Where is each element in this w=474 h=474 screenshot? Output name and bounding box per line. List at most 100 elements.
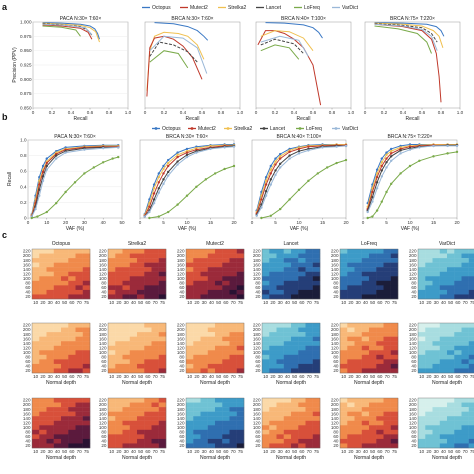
heatmap-cell	[236, 398, 245, 403]
heatmap-cell	[390, 332, 399, 337]
heatmap-cell	[207, 341, 216, 346]
heatmap-cell	[82, 407, 91, 412]
heatmap-cell	[298, 354, 306, 360]
heatmap-cell	[269, 368, 277, 374]
heatmap-y-tick-label: 60	[179, 285, 185, 290]
heatmap-cell	[262, 438, 270, 444]
x-tick-label: 0.6	[87, 110, 94, 115]
heatmap-cell	[137, 420, 145, 426]
heatmap-cell	[68, 280, 76, 286]
heatmap-cell	[283, 429, 292, 435]
heatmap-cell	[137, 249, 145, 254]
heatmap-cell	[68, 294, 76, 300]
heatmap-cell	[376, 443, 384, 449]
heatmap-cell	[200, 443, 208, 449]
heatmap-cell	[361, 438, 370, 444]
heatmap-cell	[53, 434, 62, 440]
heatmap-y-tick-label: 120	[409, 420, 417, 425]
data-point	[152, 201, 156, 205]
heatmap-cell	[222, 438, 230, 444]
heatmap-cell	[305, 345, 313, 351]
heatmap-cell	[129, 350, 138, 356]
y-tick-label: 0.975	[20, 34, 32, 39]
heatmap-cell	[158, 327, 167, 333]
heatmap-cell	[291, 420, 299, 426]
heatmap-cell	[461, 345, 469, 351]
heatmap-x-tick-label: 10	[341, 300, 347, 305]
heatmap-cell	[461, 336, 469, 342]
heatmap-y-tick-label: 80	[411, 429, 417, 434]
heatmap-cell	[305, 429, 313, 435]
heatmap-frame	[185, 248, 245, 300]
heatmap-cell	[312, 363, 321, 369]
heatmap-cell	[137, 438, 145, 444]
heatmap-cell	[129, 294, 138, 300]
heatmap-cell	[432, 416, 440, 421]
heatmap-cell	[269, 249, 277, 254]
heatmap-cell	[144, 350, 152, 356]
series-line	[367, 144, 457, 208]
heatmap-cell	[222, 276, 230, 282]
heatmap-cell	[376, 345, 384, 351]
heatmap-cell	[46, 294, 54, 300]
heatmap-cell	[207, 327, 216, 333]
heatmap-cell	[236, 327, 245, 333]
heatmap-y-tick-label: 100	[409, 425, 417, 430]
series-line	[374, 22, 445, 37]
heatmap-cell	[108, 285, 116, 291]
data-point	[380, 161, 383, 164]
heatmap-cell	[236, 332, 245, 337]
heatmap-cell	[468, 411, 474, 417]
heatmap-cell	[75, 429, 83, 435]
heatmap-cell	[354, 420, 362, 426]
heatmap-y-tick-label: 60	[101, 359, 107, 364]
heatmap-cell	[447, 420, 455, 426]
heatmap-cell	[276, 443, 284, 449]
heatmap-cell	[53, 402, 62, 408]
heatmap-cell	[222, 341, 230, 346]
heatmap-y-tick-label: 220	[177, 249, 185, 254]
heatmap-cell	[39, 327, 47, 333]
heatmap-cell	[461, 407, 469, 412]
heatmap-cell	[347, 443, 355, 449]
heatmap-cell	[115, 280, 123, 286]
heatmap-cell	[229, 402, 237, 408]
heatmap-cell	[186, 249, 194, 254]
heatmap-cell	[46, 359, 54, 365]
heatmap-cell	[115, 398, 123, 403]
heatmap-cell	[468, 429, 474, 435]
heatmap-cell	[361, 350, 370, 356]
heatmap-cell	[361, 285, 370, 291]
heatmap-cell	[108, 276, 116, 282]
heatmap-cell	[347, 398, 355, 403]
heatmap-cell	[340, 429, 348, 435]
x-tick-label: 0	[27, 220, 30, 225]
heatmap-cell	[82, 327, 91, 333]
y-tick-label: 0.925	[20, 63, 32, 68]
heatmap-y-tick-label: 140	[99, 416, 107, 421]
heatmap-cell	[447, 276, 455, 282]
heatmap-cell	[432, 271, 440, 277]
heatmap-cell	[39, 443, 47, 449]
heatmap-cell	[390, 411, 399, 417]
heatmap-x-tick-label: 40	[55, 449, 61, 454]
heatmap-cell	[418, 368, 426, 374]
heatmap-y-tick-label: 140	[409, 341, 417, 346]
x-tick-label: 0.4	[291, 110, 298, 115]
heatmap-cell	[68, 354, 76, 360]
data-point	[162, 167, 165, 171]
panel-label-a: a	[2, 2, 8, 12]
data-point	[399, 172, 402, 175]
series-line	[256, 144, 346, 214]
heatmap-cell	[151, 262, 159, 268]
heatmap-x-tick-label: 60	[145, 300, 151, 305]
heatmap-cell	[39, 416, 47, 421]
series-line	[42, 23, 93, 35]
heatmap-cell	[53, 420, 62, 426]
heatmap-cell	[447, 398, 455, 403]
heatmap-cell	[61, 289, 69, 295]
heatmap-x-tick-label: 70	[231, 449, 237, 454]
heatmap-cell	[312, 280, 321, 286]
heatmap-cell	[298, 420, 306, 426]
heatmap-cell	[82, 289, 91, 295]
